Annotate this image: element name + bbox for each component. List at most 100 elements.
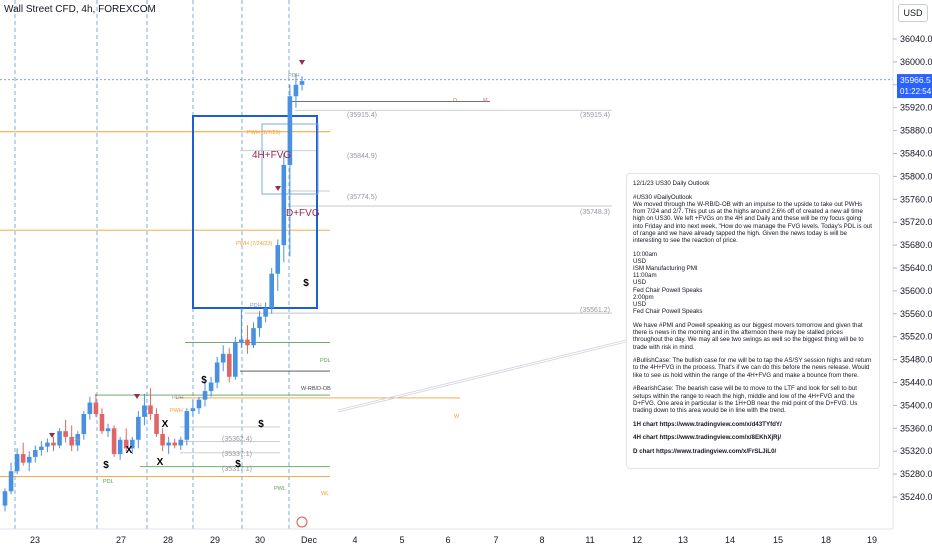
candle-body bbox=[281, 164, 287, 246]
pwh-7-24-label: PWH (7/24/23) bbox=[236, 241, 273, 247]
news-line: Fed Chair Powell Speaks bbox=[633, 286, 703, 294]
candle-body bbox=[178, 439, 184, 446]
w-label: W bbox=[454, 414, 460, 420]
price-tick-label: 35840.0 bbox=[900, 149, 932, 159]
annotations: (35915.4) (35915.4) (35844.9) (35774.5) (357… bbox=[49, 60, 610, 497]
news-line: USD bbox=[633, 257, 647, 265]
price-tick-label: 35320.0 bbox=[900, 446, 932, 456]
signal-triangle bbox=[275, 186, 281, 191]
news-line: USD bbox=[633, 279, 647, 287]
outlook-note: 12/1/23 US30 Daily Outlook #US30 #DailyO… bbox=[626, 173, 880, 469]
dollar-mark: $ bbox=[103, 460, 109, 471]
level-label: (35915.4) bbox=[580, 112, 610, 119]
time-tick-label: 18 bbox=[821, 535, 831, 545]
note-bearish: #BearishCase: The bearish case will be t… bbox=[633, 385, 858, 414]
candle-body bbox=[251, 328, 256, 346]
candle-body bbox=[275, 245, 281, 274]
time-tick-label: 8 bbox=[539, 535, 544, 545]
candle-body bbox=[293, 84, 299, 97]
time-tick-label: 7 bbox=[493, 535, 498, 545]
level-label: (35915.4) bbox=[347, 112, 377, 119]
candle-body bbox=[14, 454, 20, 472]
pdl-label: PDL bbox=[103, 479, 114, 485]
level-label: (35362.4) bbox=[222, 436, 252, 443]
candle-body bbox=[245, 339, 250, 346]
candle-body bbox=[214, 362, 220, 383]
price-tick-label: 35880.0 bbox=[900, 126, 932, 136]
candle-body bbox=[75, 434, 81, 446]
currency-button[interactable]: USD bbox=[898, 4, 928, 22]
level-label: (35561.2) bbox=[580, 307, 610, 314]
level-label: (35337.1) bbox=[222, 451, 252, 458]
candle-body bbox=[196, 399, 202, 409]
candle-body bbox=[99, 413, 105, 432]
price-tick-label: 35560.0 bbox=[900, 309, 932, 319]
wl-label: WL bbox=[321, 491, 329, 497]
price-tick-label: 35240.0 bbox=[900, 492, 932, 502]
candle-body bbox=[257, 316, 262, 329]
note-link-d[interactable]: D chart https://www.tradingview.com/x/Fr… bbox=[633, 448, 777, 456]
price-tick-label: 35400.0 bbox=[900, 400, 932, 410]
candle-body bbox=[20, 454, 26, 463]
time-tick-label: 19 bbox=[867, 535, 877, 545]
price-tick-label: 35360.0 bbox=[900, 423, 932, 433]
note-para2: We have #PMI and Powell speaking as our … bbox=[633, 321, 864, 351]
current-price-tag bbox=[897, 74, 932, 99]
candle-body bbox=[69, 436, 74, 446]
candle-body bbox=[57, 431, 62, 446]
candle-body bbox=[184, 411, 190, 440]
dollar-mark: $ bbox=[201, 375, 207, 386]
signal-triangle bbox=[299, 60, 305, 65]
candle-body bbox=[166, 442, 171, 446]
pwh-2-7-label: PWH (2/7/23) bbox=[247, 130, 280, 136]
session-break-icon bbox=[296, 516, 308, 528]
x-mark: X bbox=[162, 419, 169, 430]
note-link-1h[interactable]: 1H chart https://www.tradingview.com/x/d… bbox=[633, 420, 782, 428]
candle-body bbox=[105, 428, 111, 432]
time-tick-label: 12 bbox=[632, 535, 642, 545]
level-label: (35317.1) bbox=[222, 466, 252, 473]
pwl-label: PWL bbox=[274, 486, 286, 492]
signal-triangle bbox=[49, 433, 55, 438]
candle-body bbox=[2, 491, 8, 506]
price-tick-label: 36040.0 bbox=[900, 34, 932, 44]
candle-body bbox=[160, 434, 165, 446]
m-label: M bbox=[483, 98, 488, 104]
current-price-label: 35966.5 bbox=[900, 75, 931, 85]
candle-body bbox=[220, 353, 226, 363]
4h-fvg-label: 4H+FVG bbox=[252, 150, 291, 161]
candle-body bbox=[117, 439, 123, 455]
news-line: Fed Chair Powell Speaks bbox=[633, 308, 703, 316]
note-link-4h[interactable]: 4H chart https://www.tradingview.com/x/8… bbox=[633, 434, 782, 442]
candle-body bbox=[190, 408, 196, 412]
time-tick-label: 27 bbox=[116, 535, 126, 545]
candle-body bbox=[172, 442, 178, 446]
candle-body bbox=[123, 439, 129, 449]
candle-body bbox=[142, 405, 147, 417]
price-tick-label: 35800.0 bbox=[900, 171, 932, 181]
level-label: (35844.9) bbox=[347, 153, 377, 160]
candle-body bbox=[202, 391, 208, 400]
candle-body bbox=[148, 405, 153, 414]
candle-body bbox=[63, 431, 68, 437]
price-tick-label: 35600.0 bbox=[900, 286, 932, 296]
time-tick-label: 11 bbox=[585, 535, 594, 545]
news-line: 10:00am bbox=[633, 250, 658, 258]
pdh-label: PDH bbox=[172, 395, 184, 401]
candles bbox=[2, 73, 305, 512]
candle-body bbox=[33, 450, 38, 457]
candle-body bbox=[39, 446, 44, 451]
candle-body bbox=[111, 428, 117, 455]
news-line: ISM Manufacturing PMI bbox=[633, 265, 698, 273]
candle-body bbox=[299, 81, 305, 85]
pdl-label: PDL bbox=[320, 358, 331, 364]
candle-body bbox=[45, 442, 50, 447]
time-tick-label: 15 bbox=[773, 535, 783, 545]
level-lines bbox=[0, 79, 893, 477]
news-line: USD bbox=[633, 301, 647, 309]
x-mark: X bbox=[126, 445, 133, 456]
candle-body bbox=[93, 402, 99, 414]
candle-body bbox=[154, 413, 159, 435]
